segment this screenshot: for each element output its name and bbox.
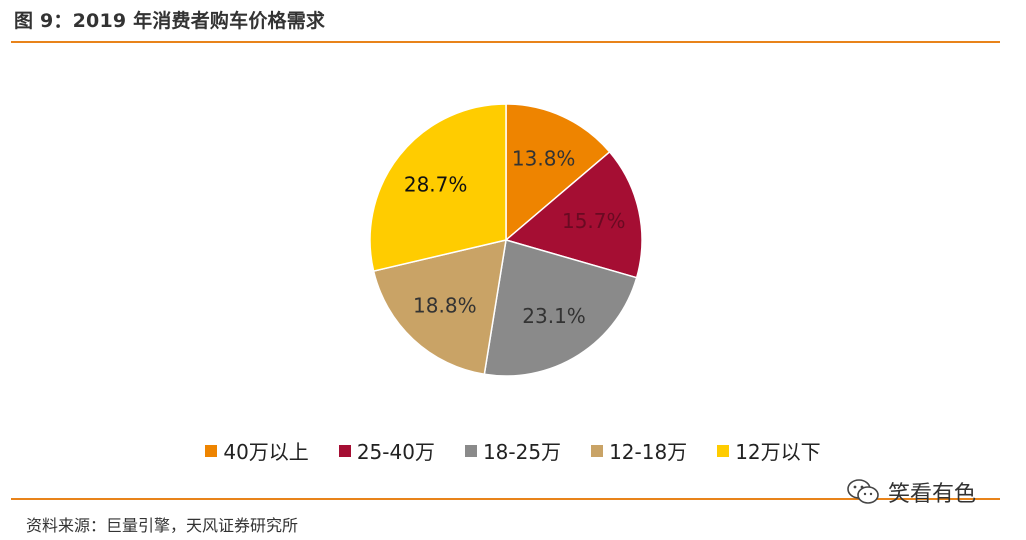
slice-data-label: 15.7% xyxy=(562,209,626,233)
pie-slice xyxy=(505,103,611,242)
source-note: 资料来源：巨量引擎，天风证券研究所 xyxy=(26,516,299,535)
chart-legend: 40万以上 25-40万 18-25万 12-18万 12万以下 xyxy=(0,436,1026,465)
legend-label: 12-18万 xyxy=(609,440,688,464)
slice-data-label: 23.1% xyxy=(522,304,586,328)
pie-slice xyxy=(483,239,638,377)
legend-swatch xyxy=(205,444,218,457)
wechat-icon xyxy=(847,479,879,504)
pie-chart: 13.8% 15.7% 23.1% 18.8% 28.7% xyxy=(369,103,643,377)
pie-slice xyxy=(372,239,507,376)
legend-label: 40万以上 xyxy=(223,440,309,464)
legend-item: 25-40万 xyxy=(338,436,435,465)
legend-swatch xyxy=(464,444,477,457)
watermark: 笑看有色 xyxy=(846,476,976,508)
pie-slice xyxy=(369,103,507,272)
watermark-text: 笑看有色 xyxy=(888,482,977,507)
legend-item: 12-18万 xyxy=(591,436,687,465)
legend-swatch xyxy=(717,444,730,457)
legend-swatch xyxy=(591,444,604,457)
legend-item: 12万以下 xyxy=(717,436,821,465)
legend-item: 40万以上 xyxy=(205,436,309,465)
top-rule xyxy=(11,41,1000,43)
legend-label: 18-25万 xyxy=(482,440,562,464)
bottom-rule xyxy=(11,498,1000,500)
pie-slice xyxy=(504,150,643,279)
legend-swatch xyxy=(338,444,351,457)
slice-data-label: 13.8% xyxy=(512,147,576,171)
slice-data-label: 18.8% xyxy=(413,294,477,318)
slice-data-label: 28.7% xyxy=(404,172,468,196)
figure-title: 图 9：2019 年消费者购车价格需求 xyxy=(14,10,326,32)
legend-item: 18-25万 xyxy=(464,436,562,465)
legend-label: 12万以下 xyxy=(735,440,821,464)
legend-label: 25-40万 xyxy=(356,440,435,464)
